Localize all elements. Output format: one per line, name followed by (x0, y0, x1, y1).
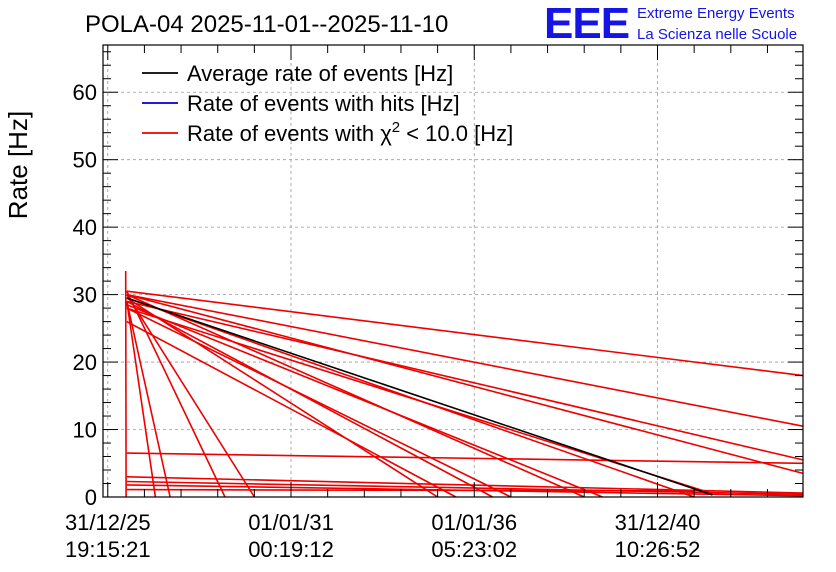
chart-title: POLA-04 2025-11-01--2025-11-10 (85, 11, 448, 38)
series-line (126, 452, 804, 465)
plot-frame (102, 44, 804, 498)
grid-lines (103, 45, 803, 497)
series-line (126, 301, 171, 498)
eee-logo: EEE Extreme Energy Events La Scienza nel… (544, 0, 797, 48)
legend: Average rate of events [Hz] Rate of event… (142, 61, 513, 146)
x-tick-date: 31/12/40 (615, 510, 701, 535)
x-tick-date: 01/01/31 (248, 510, 334, 535)
x-tick-time: 05:23:02 (431, 537, 517, 562)
series-line (126, 300, 493, 498)
series-line (126, 297, 713, 496)
x-tick-time: 10:26:52 (615, 537, 701, 562)
x-tick-time: 19:15:21 (65, 537, 151, 562)
logo-line-2: La Scienza nelle Scuole (637, 26, 797, 43)
y-axis-label: Rate [Hz] (3, 111, 33, 219)
series-line (126, 297, 439, 498)
legend-label: Rate of events with χ2 < 10.0 [Hz] (187, 119, 513, 146)
series-line (126, 293, 804, 475)
y-tick-label: 60 (73, 80, 97, 105)
x-tick-date: 01/01/36 (431, 510, 517, 535)
series-line (126, 303, 603, 498)
series-line (126, 293, 585, 498)
logo-line-1: Extreme Energy Events (637, 5, 795, 22)
series-line (126, 294, 256, 498)
series-line (126, 488, 695, 492)
x-tick-date: 31/12/25 (65, 510, 151, 535)
x-tick-time: 00:19:12 (248, 537, 334, 562)
y-tick-label: 10 (73, 418, 97, 443)
legend-label: Rate of events with hits [Hz] (187, 91, 460, 116)
legend-label: Average rate of events [Hz] (187, 61, 453, 86)
y-tick-label: 0 (85, 485, 97, 510)
series-line (126, 320, 457, 498)
y-tick-label: 20 (73, 350, 97, 375)
series-line (126, 293, 804, 427)
series-line (126, 290, 804, 377)
y-tick-label: 40 (73, 215, 97, 240)
logo-mark: EEE (544, 0, 629, 48)
series-line (126, 300, 804, 461)
y-tick-label: 30 (73, 283, 97, 308)
series-line (126, 301, 157, 498)
series-line (126, 297, 695, 498)
series-line (126, 480, 804, 496)
y-tick-label: 50 (73, 148, 97, 173)
data-series (124, 270, 804, 498)
series-line (126, 290, 226, 498)
